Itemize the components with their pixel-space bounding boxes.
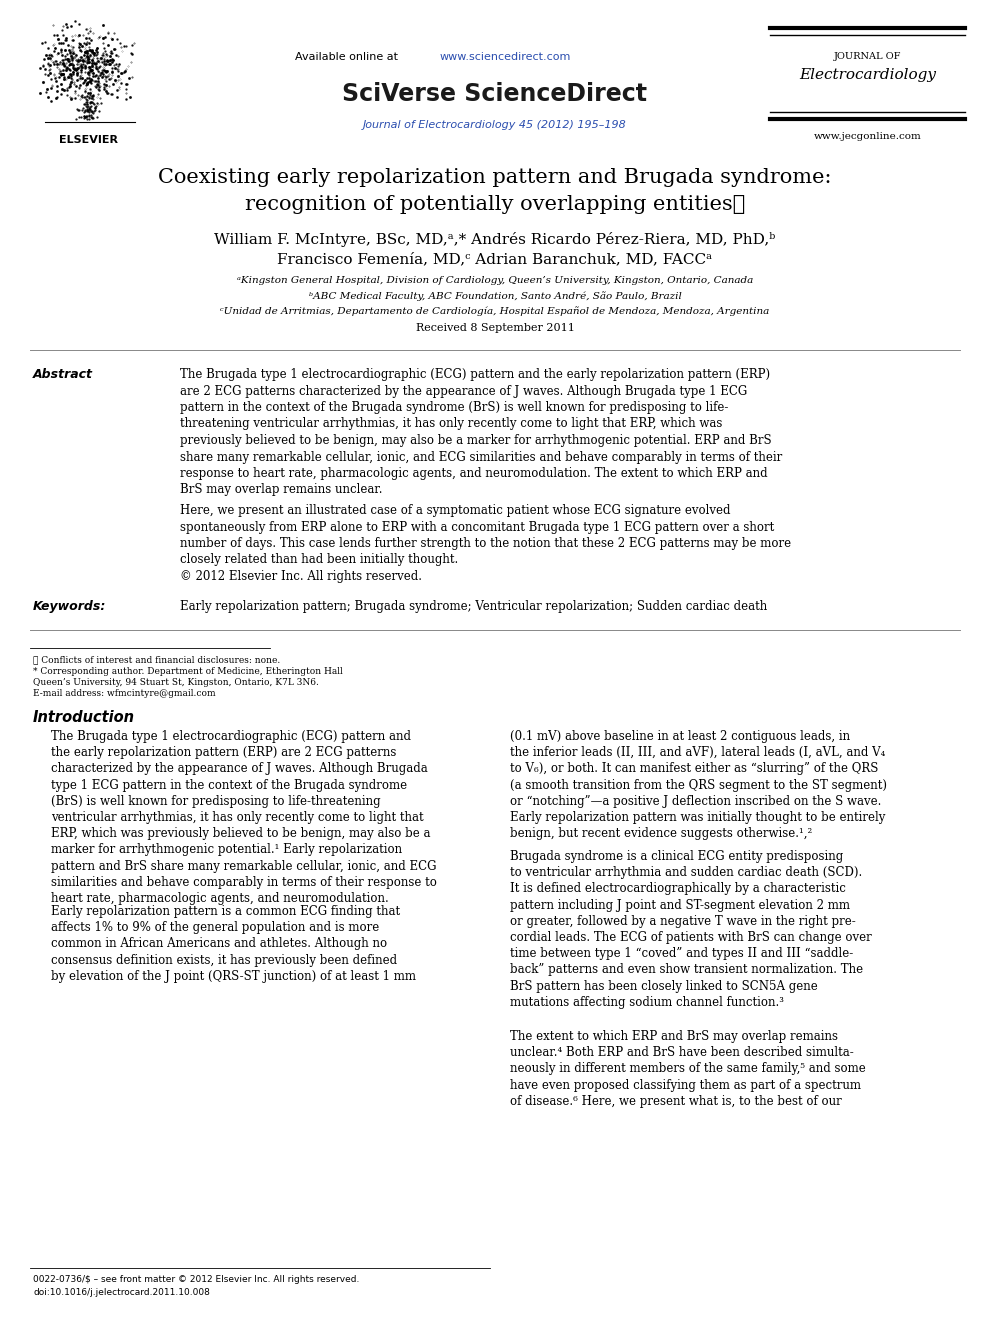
Text: The Brugada type 1 electrocardiographic (ECG) pattern and the early repolarizati: The Brugada type 1 electrocardiographic … <box>180 368 782 496</box>
Text: JOURNAL OF: JOURNAL OF <box>835 51 902 61</box>
Text: Abstract: Abstract <box>33 368 93 381</box>
Text: ᶜUnidad de Arritmias, Departamento de Cardiología, Hospital Español de Mendoza, : ᶜUnidad de Arritmias, Departamento de Ca… <box>221 306 769 315</box>
Text: * Corresponding author. Department of Medicine, Etherington Hall: * Corresponding author. Department of Me… <box>33 667 343 676</box>
Text: ᵇABC Medical Faculty, ABC Foundation, Santo André, São Paulo, Brazil: ᵇABC Medical Faculty, ABC Foundation, Sa… <box>309 290 681 301</box>
Text: doi:10.1016/j.jelectrocard.2011.10.008: doi:10.1016/j.jelectrocard.2011.10.008 <box>33 1288 210 1298</box>
Text: E-mail address: wfmcintyre@gmail.com: E-mail address: wfmcintyre@gmail.com <box>33 689 216 698</box>
Text: ᵃKingston General Hospital, Division of Cardiology, Queen’s University, Kingston: ᵃKingston General Hospital, Division of … <box>237 276 753 285</box>
Text: Keywords:: Keywords: <box>33 601 106 612</box>
Text: William F. McIntyre, BSc, MD,ᵃ,* Andrés Ricardo Pérez-Riera, MD, PhD,ᵇ: William F. McIntyre, BSc, MD,ᵃ,* Andrés … <box>214 232 776 247</box>
Text: The Brugada type 1 electrocardiographic (ECG) pattern and
the early repolarizati: The Brugada type 1 electrocardiographic … <box>51 730 437 906</box>
Text: Queen’s University, 94 Stuart St, Kingston, Ontario, K7L 3N6.: Queen’s University, 94 Stuart St, Kingst… <box>33 678 319 686</box>
Text: www.sciencedirect.com: www.sciencedirect.com <box>440 51 571 62</box>
Text: www.jecgonline.com: www.jecgonline.com <box>814 132 922 141</box>
Text: Received 8 September 2011: Received 8 September 2011 <box>416 323 574 333</box>
Text: Introduction: Introduction <box>33 710 135 725</box>
Text: Journal of Electrocardiology 45 (2012) 195–198: Journal of Electrocardiology 45 (2012) 1… <box>363 120 627 129</box>
Text: ☆ Conflicts of interest and financial disclosures: none.: ☆ Conflicts of interest and financial di… <box>33 655 280 664</box>
Text: The extent to which ERP and BrS may overlap remains
unclear.⁴ Both ERP and BrS h: The extent to which ERP and BrS may over… <box>510 1030 865 1107</box>
Text: Early repolarization pattern is a common ECG finding that
affects 1% to 9% of th: Early repolarization pattern is a common… <box>51 906 416 983</box>
Text: Available online at: Available online at <box>295 51 402 62</box>
Text: ELSEVIER: ELSEVIER <box>58 135 118 145</box>
Text: SciVerse ScienceDirect: SciVerse ScienceDirect <box>343 82 647 106</box>
Text: recognition of potentially overlapping entities☆: recognition of potentially overlapping e… <box>245 195 745 214</box>
Text: Here, we present an illustrated case of a symptomatic patient whose ECG signatur: Here, we present an illustrated case of … <box>180 504 791 583</box>
Text: Electrocardiology: Electrocardiology <box>800 69 937 82</box>
Text: Francisco Femenía, MD,ᶜ Adrian Baranchuk, MD, FACCᵃ: Francisco Femenía, MD,ᶜ Adrian Baranchuk… <box>277 252 713 267</box>
Text: (0.1 mV) above baseline in at least 2 contiguous leads, in
the inferior leads (I: (0.1 mV) above baseline in at least 2 co… <box>510 730 887 841</box>
Text: 0022-0736/$ – see front matter © 2012 Elsevier Inc. All rights reserved.: 0022-0736/$ – see front matter © 2012 El… <box>33 1275 359 1284</box>
Text: Brugada syndrome is a clinical ECG entity predisposing
to ventricular arrhythmia: Brugada syndrome is a clinical ECG entit… <box>510 850 872 1008</box>
Text: Coexisting early repolarization pattern and Brugada syndrome:: Coexisting early repolarization pattern … <box>158 168 832 187</box>
Text: Early repolarization pattern; Brugada syndrome; Ventricular repolarization; Sudd: Early repolarization pattern; Brugada sy… <box>180 601 767 612</box>
